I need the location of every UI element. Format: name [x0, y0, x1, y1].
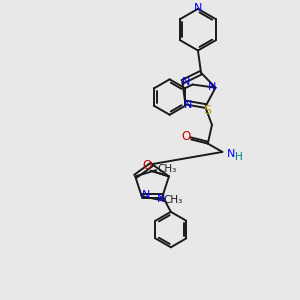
Text: N: N [226, 149, 235, 159]
Text: O: O [181, 130, 190, 143]
Text: CH₃: CH₃ [157, 164, 176, 174]
Text: N: N [208, 82, 217, 92]
Text: N: N [194, 3, 202, 13]
Text: S: S [203, 104, 211, 117]
Text: H: H [235, 152, 243, 162]
Text: O: O [142, 160, 152, 172]
Text: N: N [142, 190, 150, 200]
Text: N: N [182, 77, 191, 87]
Text: N: N [157, 194, 166, 204]
Text: CH₃: CH₃ [163, 195, 183, 206]
Text: N: N [184, 100, 193, 110]
